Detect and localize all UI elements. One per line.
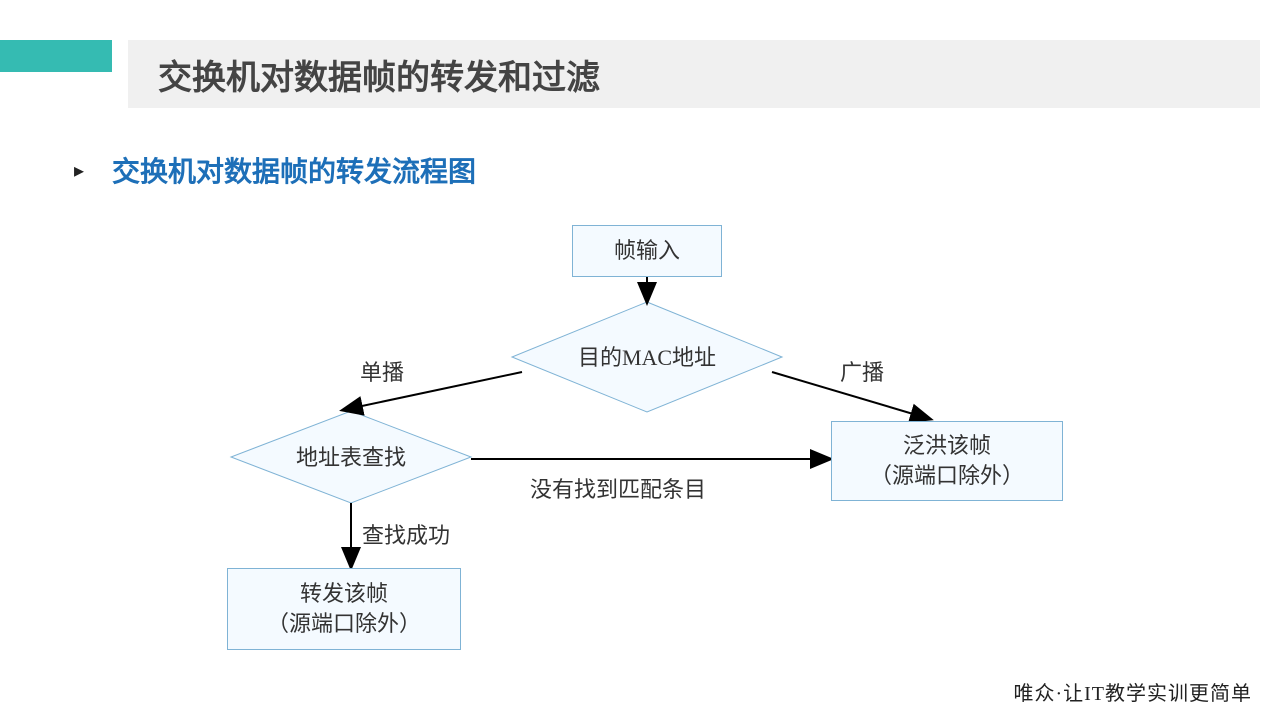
node-frame-in: 帧输入 (572, 225, 722, 277)
edge-label-no-match: 没有找到匹配条目 (530, 472, 706, 504)
flowchart-svg: 目的MAC地址 地址表查找 (0, 0, 1280, 720)
title-accent (0, 40, 112, 72)
flowchart: 目的MAC地址 地址表查找 帧输入 转发该帧 （源端口除外） 泛洪该帧 （源端口… (0, 0, 1280, 720)
node-flood: 泛洪该帧 （源端口除外） (831, 421, 1063, 501)
node-dest-mac-label: 目的MAC地址 (578, 345, 716, 370)
edge-dest-mac-to-flood (772, 372, 930, 419)
node-dest-mac-shape (512, 302, 782, 412)
page-title: 交换机对数据帧的转发和过滤 (158, 50, 600, 99)
bullet-icon: ▸ (74, 158, 84, 183)
edge-dest-mac-to-lookup (343, 372, 522, 410)
node-frame-in-label: 帧输入 (614, 236, 680, 266)
node-forward: 转发该帧 （源端口除外） (227, 568, 461, 650)
edge-label-broadcast: 广播 (840, 355, 884, 387)
node-lookup-shape (231, 411, 471, 503)
node-flood-label1: 泛洪该帧 (903, 431, 991, 461)
subtitle: 交换机对数据帧的转发流程图 (112, 150, 476, 190)
footer-text: 唯众·让IT教学实训更简单 (1013, 677, 1252, 706)
edge-label-found: 查找成功 (362, 518, 450, 550)
title-bar: 交换机对数据帧的转发和过滤 (0, 40, 1280, 108)
node-forward-label2: （源端口除外） (267, 609, 421, 639)
node-forward-label1: 转发该帧 (300, 579, 388, 609)
node-flood-label2: （源端口除外） (870, 461, 1024, 491)
subtitle-row: ▸ 交换机对数据帧的转发流程图 (74, 150, 476, 190)
title-background: 交换机对数据帧的转发和过滤 (128, 40, 1260, 108)
edge-label-unicast: 单播 (360, 355, 404, 387)
node-lookup-label: 地址表查找 (296, 445, 406, 470)
